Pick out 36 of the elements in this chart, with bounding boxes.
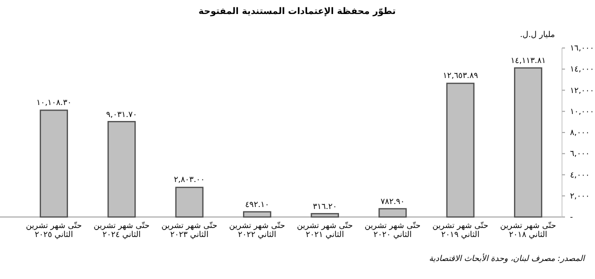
y-tick-label: ١٠,٠٠٠: [570, 106, 594, 116]
y-axis-title: مليار ل.ل.: [520, 30, 555, 38]
chart-title: تطوّر محفظة الإعتمادات المستندية المفتوحة: [198, 7, 396, 17]
y-tick-label: ٢,٠٠٠: [570, 191, 590, 200]
bar: [40, 110, 68, 218]
y-tick-label: ٨,٠٠٠: [570, 128, 590, 137]
x-tick-label: حتّى شهر تشرين الثاني ٢٠٢٢: [228, 221, 286, 240]
data-label: ٧٨٢.٩٠: [380, 196, 405, 206]
bar: [108, 121, 136, 218]
data-label: ٤٩٢.١٠: [245, 200, 270, 209]
bar: [175, 186, 204, 218]
y-tick-label: ٤,٠٠٠: [570, 170, 590, 180]
x-tick-label: حتّى شهر تشرين الثاني ٢٠٢٣: [160, 221, 218, 240]
data-label: ١٢,٦٥٣.٨٩: [442, 71, 478, 80]
data-label: ١٤,١١٣.٨١: [510, 56, 546, 65]
bar: [514, 67, 542, 218]
x-tick-label: حتّى شهر تشرين الثاني ٢٠١٨: [499, 221, 558, 240]
data-label: ٢,٨٠٣.٠٠: [174, 175, 205, 184]
y-tick-label: ١٦,٠٠٠: [570, 44, 594, 52]
data-label: ١٠,١٠٨.٣٠: [36, 98, 72, 108]
x-tick-label: حتّى شهر تشرين الثاني ٢٠٢٥: [24, 221, 83, 240]
bar: [243, 211, 272, 218]
x-tick-label: حتّى شهر تشرين الثاني ٢٠٢٤: [92, 221, 151, 240]
y-tick-label: ٦,٠٠٠: [570, 149, 590, 158]
data-label: ٣١٦.٢٠: [312, 202, 337, 211]
y-tick-label: -: [570, 212, 573, 222]
text: المصدر: مصرف لبنان، وحدة الأبحاث الاقتصادية: [429, 254, 585, 262]
bar: [378, 208, 407, 218]
x-tick-label: حتّى شهر تشرين الثاني ٢٠٢١: [296, 221, 354, 240]
bar: [310, 213, 339, 218]
data-label: ٩,٠٣١.٧٠: [106, 110, 137, 119]
x-tick-label: حتّى شهر تشرين الثاني ٢٠٢٠: [364, 221, 422, 240]
y-tick-label: ١٢,٠٠٠: [570, 86, 594, 95]
bar: [446, 82, 474, 218]
y-tick-label: ١٤,٠٠٠: [570, 64, 594, 74]
x-tick-label: حتّى شهر تشرين الثاني ٢٠١٩: [431, 221, 490, 240]
